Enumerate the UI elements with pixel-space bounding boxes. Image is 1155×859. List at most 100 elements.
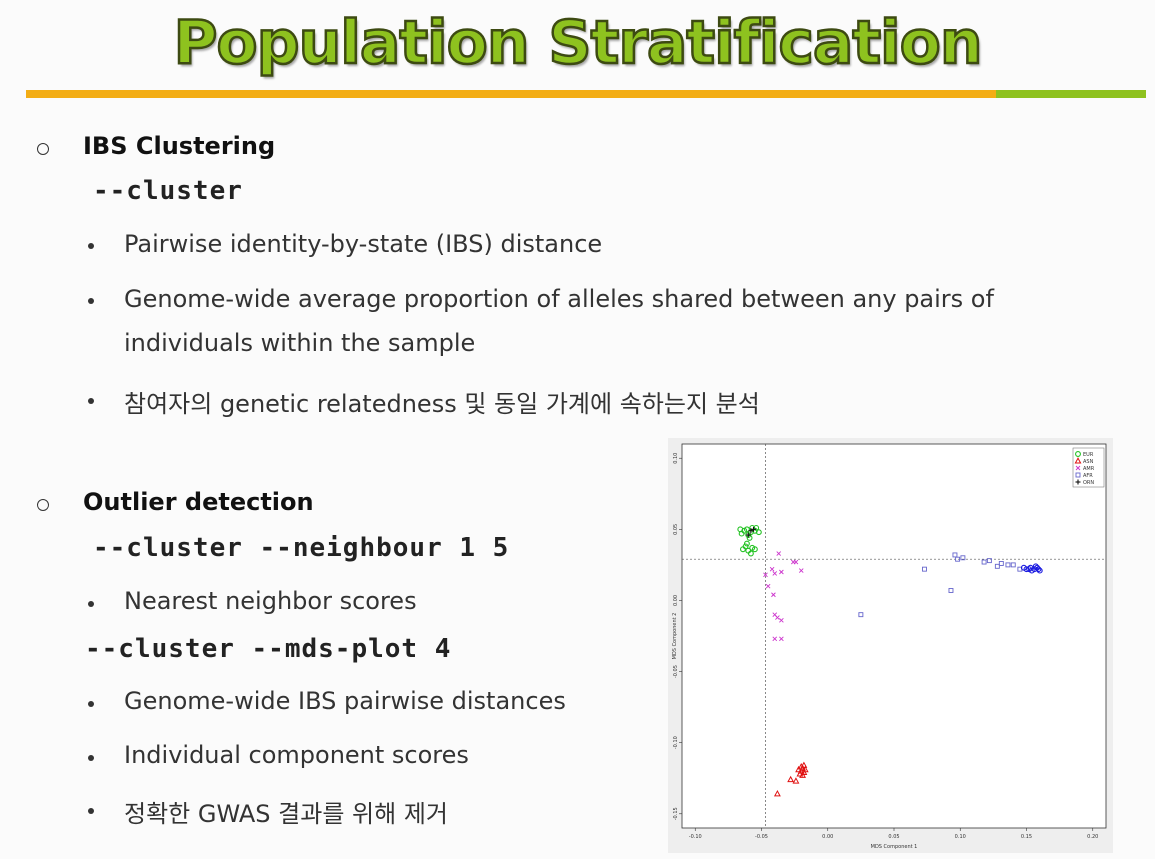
data-point-afr: [955, 556, 961, 562]
bullet-ibs-distance: Pairwise identity-by-state (IBS) distanc…: [124, 230, 603, 258]
x-tick-label: 0.05: [888, 834, 899, 840]
y-axis-label: MDS Component 2: [672, 613, 678, 660]
data-point-asn: [799, 771, 807, 778]
x-tick-label: -0.10: [689, 834, 702, 840]
x-tick-label: -0.05: [755, 834, 768, 840]
data-point-eur: [751, 546, 758, 553]
data-point-afr: [960, 555, 966, 561]
data-point-eur: [747, 550, 754, 557]
x-axis-label: MDS Component 1: [871, 844, 918, 850]
data-point-asn: [795, 765, 803, 773]
data-point-asn: [787, 775, 795, 783]
command-cluster-mds-plot: --cluster --mds-plot 4: [85, 634, 452, 664]
data-point-afr: [994, 563, 1000, 569]
section-bullet-circle: [37, 143, 49, 155]
data-point-cluster: [1036, 567, 1043, 574]
bullet-nearest-neighbor: Nearest neighbor scores: [124, 587, 417, 615]
data-point-eur: [743, 540, 750, 547]
data-point-afr: [952, 552, 958, 558]
data-point-amr: [779, 636, 784, 642]
mds-plot-panel: -0.10 -0.05 0.00 0.05 0.10 0.15 0.20 0.10 0.05 0.…: [668, 438, 1113, 853]
data-point-cluster: [1020, 564, 1027, 571]
data-point-asn: [792, 777, 800, 784]
title-underline-orange: [26, 90, 996, 98]
data-point-afr: [998, 561, 1004, 566]
bullet-dot: [88, 755, 94, 761]
bullet-component-scores: Individual component scores: [124, 741, 469, 769]
data-point-eur: [737, 526, 744, 533]
data-point-amr: [763, 572, 768, 578]
y-tick-label: -0.05: [673, 665, 679, 678]
data-point-afr: [858, 612, 864, 618]
plot-area: [681, 443, 1107, 829]
data-point-orn: [745, 532, 751, 538]
data-point-afr: [922, 566, 927, 572]
bullet-genome-wide-average-continued: individuals within the sample: [124, 329, 476, 357]
x-tick-label: 0.15: [1021, 834, 1032, 840]
data-point-amr: [779, 569, 784, 575]
y-tick-label: 0.05: [673, 524, 679, 535]
data-point-afr: [1010, 562, 1016, 568]
legend-label: AMR: [1083, 466, 1095, 472]
data-point-eur: [739, 546, 746, 553]
x-tick-label: 0.10: [955, 834, 966, 840]
section-heading-ibs-clustering: IBS Clustering: [83, 132, 276, 160]
data-point-cluster: [1026, 566, 1033, 573]
slide-title: Population Stratification: [172, 7, 984, 80]
y-tick-label: 0.10: [673, 453, 679, 464]
legend-label: AFR: [1083, 473, 1093, 479]
data-point-amr: [772, 571, 778, 576]
title-underline-green: [996, 90, 1146, 98]
x-tick-label: 0.20: [1087, 834, 1098, 840]
legend-label: ASN: [1083, 459, 1094, 465]
data-point-amr: [772, 636, 778, 642]
data-point-amr: [793, 559, 799, 565]
data-point-eur: [755, 529, 762, 536]
data-point-afr: [1005, 562, 1011, 568]
legend-label: ORN: [1083, 480, 1094, 486]
data-point-amr: [779, 618, 784, 623]
bullet-ibs-pairwise-distances: Genome-wide IBS pairwise distances: [124, 687, 566, 715]
data-point-amr: [769, 566, 775, 572]
bullet-remove-for-gwas: 정확한 GWAS 결과를 위해 제거: [124, 800, 448, 828]
legend-marker: [1075, 479, 1081, 485]
data-point-amr: [776, 551, 782, 556]
bullet-dot: [88, 398, 94, 404]
data-point-amr: [798, 568, 804, 573]
bullet-dot: [88, 298, 94, 304]
data-point-orn: [751, 526, 757, 532]
legend-marker: [1074, 457, 1082, 464]
bullet-dot: [88, 601, 94, 607]
data-point-amr: [771, 592, 776, 598]
data-point-asn: [797, 762, 805, 770]
y-tick-label: 0.00: [673, 595, 679, 606]
legend-marker: [1075, 451, 1081, 457]
data-point-orn: [748, 528, 754, 534]
bullet-genome-wide-average: Genome-wide average proportion of allele…: [124, 285, 994, 313]
data-point-afr: [981, 559, 987, 565]
bullet-dot: [88, 701, 94, 707]
data-point-amr: [765, 583, 771, 589]
legend-marker: [1075, 465, 1081, 471]
data-point-afr: [948, 588, 954, 593]
data-point-asn: [800, 761, 808, 768]
data-point-asn: [773, 790, 781, 797]
data-point-eur: [743, 526, 750, 533]
bullet-dot: [88, 808, 94, 814]
data-point-cluster: [1035, 566, 1042, 573]
data-point-afr: [986, 558, 992, 564]
section-heading-outlier-detection: Outlier detection: [83, 488, 314, 516]
mds-scatter-plot: -0.10 -0.05 0.00 0.05 0.10 0.15 0.20 0.10 0.05 0.…: [672, 443, 1107, 850]
command-cluster: --cluster: [93, 176, 243, 206]
command-cluster-neighbour: --cluster --neighbour 1 5: [93, 533, 510, 563]
data-point-amr: [775, 615, 780, 620]
x-tick-label: 0.00: [822, 834, 833, 840]
data-point-asn: [801, 765, 809, 773]
bullet-dot: [88, 243, 94, 249]
y-tick-label: -0.10: [673, 736, 679, 749]
legend-marker: [1075, 472, 1081, 478]
data-point-asn: [796, 770, 804, 777]
section-bullet-circle: [37, 499, 49, 511]
legend-label: EUR: [1083, 452, 1094, 458]
bullet-relatedness-korean: 참여자의 genetic relatedness 및 동일 가계에 속하는지 분…: [124, 390, 760, 418]
